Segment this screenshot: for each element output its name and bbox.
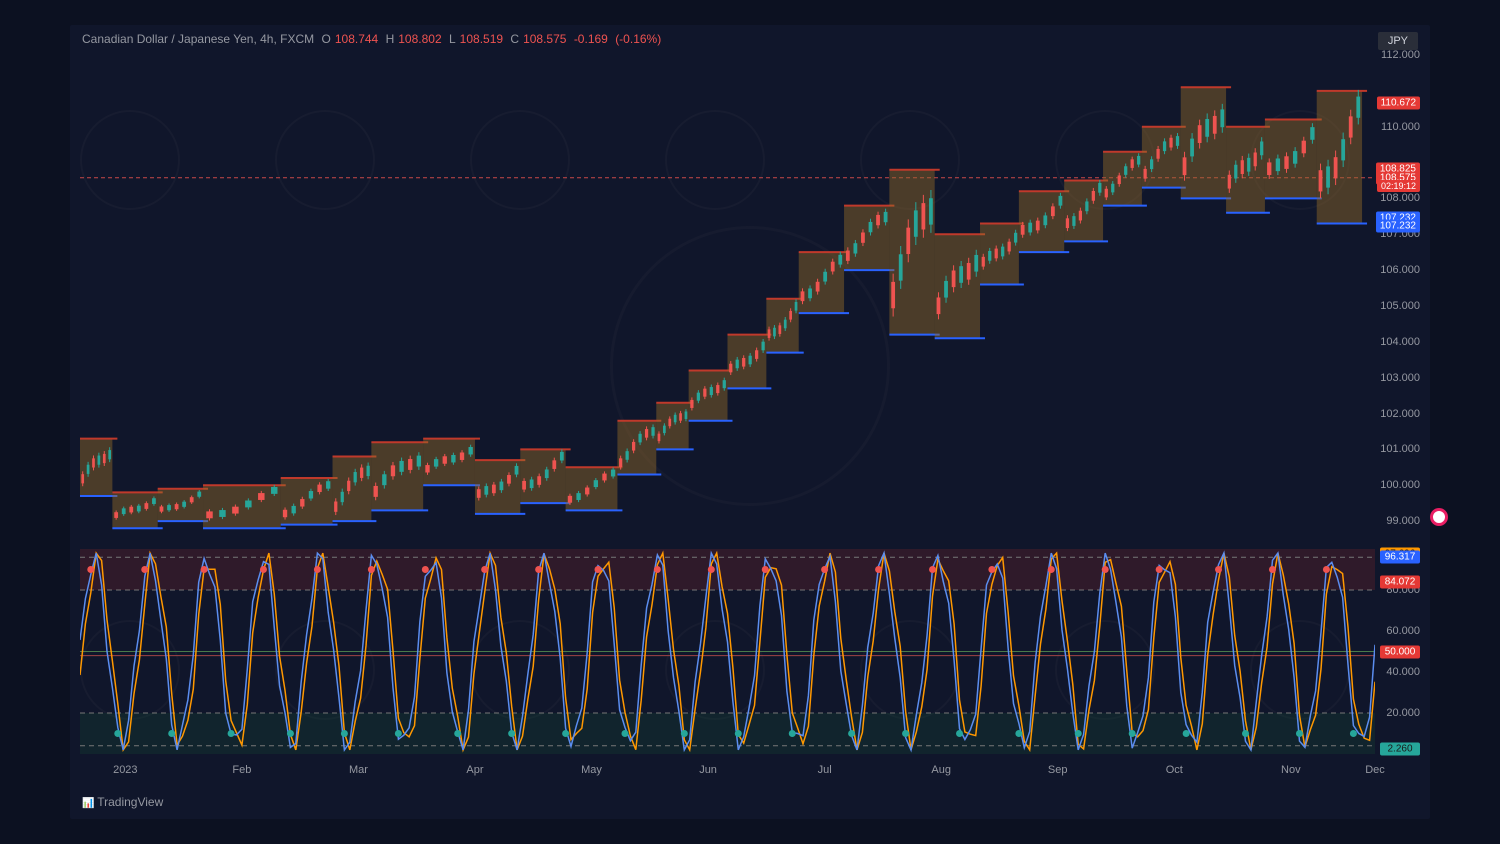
ohlc-open: 108.744 <box>335 32 378 46</box>
time-tick: May <box>581 764 602 776</box>
price-label: 02:19:12 <box>1377 180 1420 192</box>
price-label: 110.672 <box>1377 96 1420 109</box>
ohlc-high: 108.802 <box>398 32 441 46</box>
currency-badge[interactable]: JPY <box>1378 32 1418 50</box>
indicator-tick: 20.000 <box>1386 707 1420 719</box>
price-tick: 112.000 <box>1381 49 1420 61</box>
indicator-label: 96.317 <box>1380 550 1420 563</box>
price-tick: 108.000 <box>1380 192 1420 204</box>
time-tick: Jun <box>699 764 717 776</box>
ohlc-change: -0.169 <box>574 32 608 46</box>
price-axis[interactable]: 99.000 100.000 101.000 102.000 103.000 104.00… <box>1375 55 1420 539</box>
indicator-chart[interactable] <box>80 549 1375 754</box>
price-tick: 104.000 <box>1380 336 1420 348</box>
price-label: 107.232 <box>1376 219 1420 232</box>
price-tick: 110.000 <box>1381 121 1420 133</box>
ohlc-close-label: C <box>510 32 519 46</box>
time-tick: Feb <box>232 764 251 776</box>
ohlc-open-label: O <box>322 32 331 46</box>
time-tick: Sep <box>1048 764 1068 776</box>
snap-button[interactable] <box>1430 508 1448 526</box>
chart-container: Canadian Dollar / Japanese Yen, 4h, FXCM… <box>0 0 1500 844</box>
price-tick: 102.000 <box>1380 408 1420 420</box>
tradingview-logo[interactable]: TradingView <box>82 795 163 809</box>
time-tick: Nov <box>1281 764 1301 776</box>
indicator-label: 84.072 <box>1380 575 1420 588</box>
price-tick: 101.000 <box>1380 443 1420 455</box>
time-tick: 2023 <box>113 764 137 776</box>
main-chart[interactable] <box>80 55 1375 539</box>
ohlc-low: 108.519 <box>460 32 503 46</box>
price-tick: 100.000 <box>1380 479 1420 491</box>
ohlc-high-label: H <box>386 32 395 46</box>
indicator-tick: 60.000 <box>1386 625 1420 637</box>
ohlc-change-pct: (-0.16%) <box>615 32 661 46</box>
price-tick: 105.000 <box>1380 300 1420 312</box>
time-tick: Oct <box>1166 764 1183 776</box>
time-tick: Apr <box>466 764 483 776</box>
ohlc-close: 108.575 <box>523 32 566 46</box>
time-tick: Dec <box>1365 764 1385 776</box>
time-tick: Jul <box>818 764 832 776</box>
price-tick: 103.000 <box>1380 372 1420 384</box>
indicator-label: 2.260 <box>1380 743 1420 756</box>
chart-header: Canadian Dollar / Japanese Yen, 4h, FXCM… <box>82 32 665 46</box>
time-axis[interactable]: 2023FebMarAprMayJunJulAugSepOctNovDec <box>80 764 1375 784</box>
time-tick: Aug <box>931 764 951 776</box>
indicator-tick: 40.000 <box>1386 666 1420 678</box>
time-tick: Mar <box>349 764 368 776</box>
price-tick: 99.000 <box>1386 515 1420 527</box>
indicator-label: 50.000 <box>1380 645 1420 658</box>
indicator-axis[interactable]: 20.00040.00060.00080.00097.69696.31784.0… <box>1375 549 1420 754</box>
symbol-title[interactable]: Canadian Dollar / Japanese Yen, 4h, FXCM <box>82 32 314 46</box>
ohlc-low-label: L <box>449 32 456 46</box>
price-tick: 106.000 <box>1380 264 1420 276</box>
